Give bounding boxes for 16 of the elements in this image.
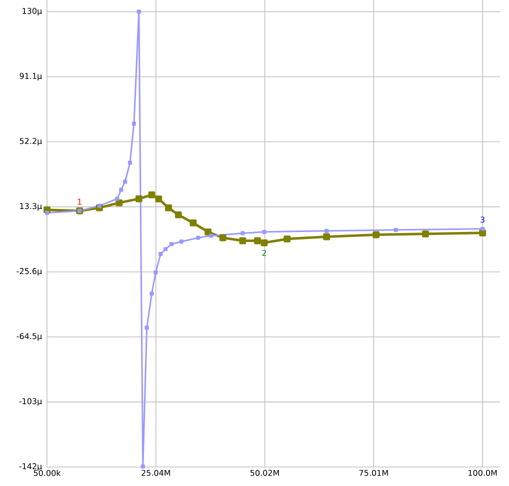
y-tick-label: 130μ — [22, 8, 42, 16]
y-tick-label: -142μ — [19, 463, 42, 471]
x-tick-label: 50.00k — [34, 470, 61, 476]
y-tick-label: -25.6μ — [16, 268, 42, 276]
y-tick-label: 91.1μ — [20, 72, 42, 81]
x-tick-label: 50.02M — [250, 470, 279, 476]
y-tick-label: -103μ — [19, 398, 42, 406]
y-tick-label: -64.5μ — [16, 333, 42, 341]
x-tick-label: 100.0M — [468, 470, 497, 476]
annotation: 3 — [480, 216, 484, 223]
x-tick-label: 75.01M — [359, 470, 388, 476]
annotation: 1 — [78, 198, 82, 205]
annotation: 2 — [262, 250, 266, 256]
y-tick-label: 52.2μ — [20, 138, 42, 146]
x-tick-label: 25.04M — [142, 470, 170, 476]
y-tick-label: 13.3μ — [20, 203, 42, 211]
